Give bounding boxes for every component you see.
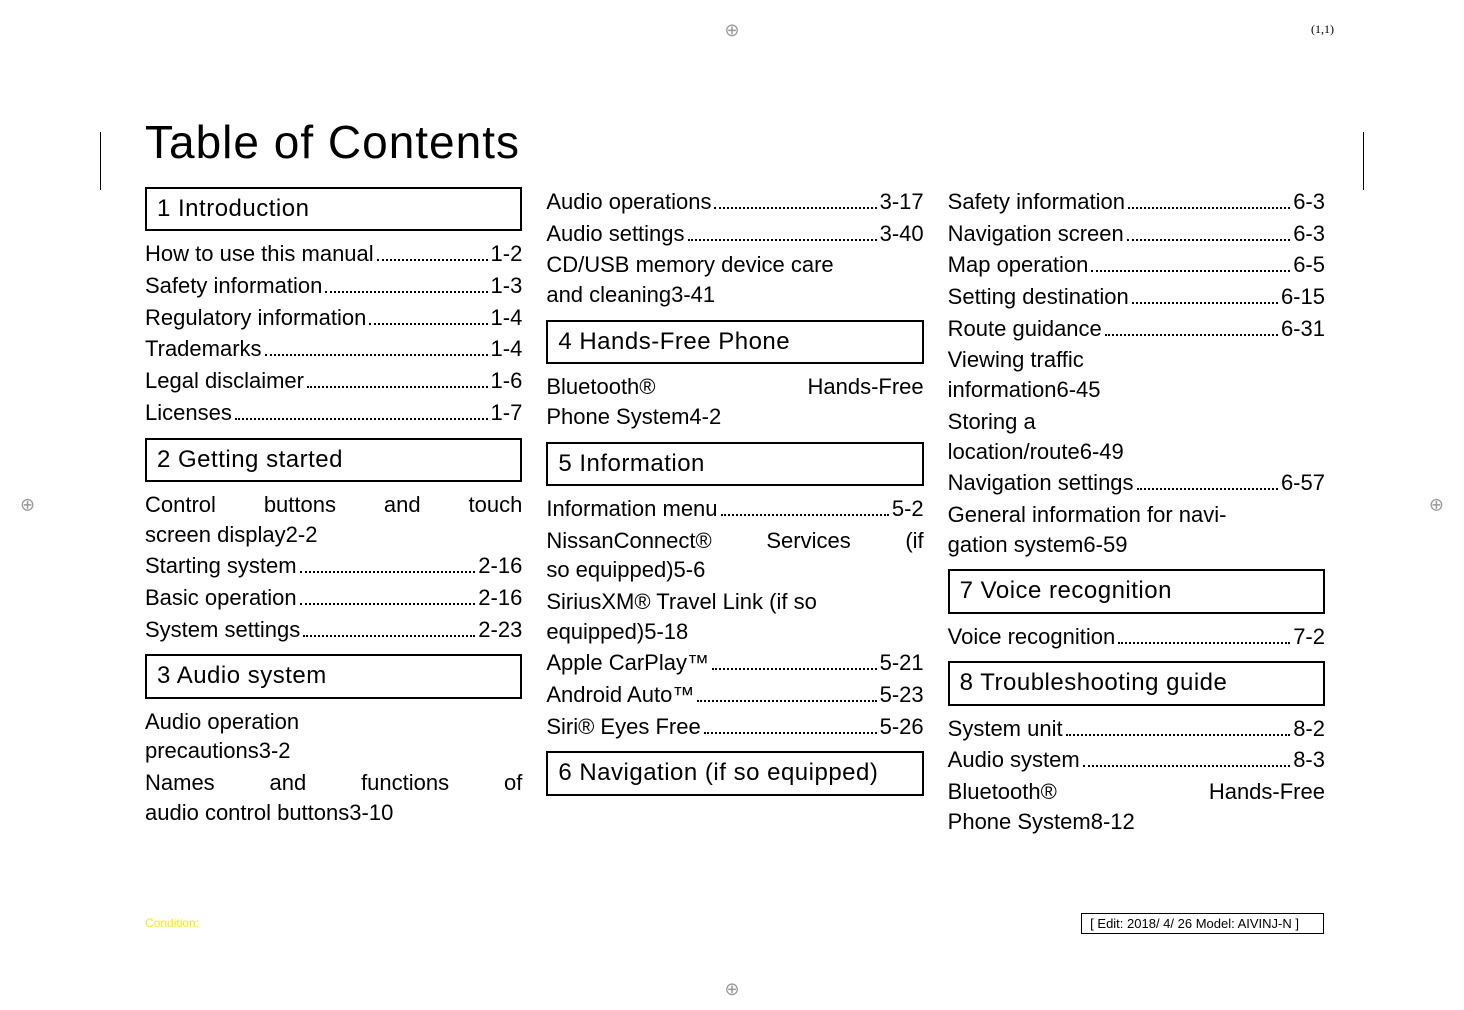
toc-entry: Storing a location/route6-49 (948, 407, 1325, 466)
toc-entry: Safety information6-3 (948, 187, 1325, 217)
condition-label: Condition: (145, 916, 199, 930)
toc-entry: Trademarks1-4 (145, 334, 522, 364)
toc-entry: Audio operation precautions3-2 (145, 707, 522, 766)
toc-entry: Safety information1-3 (145, 271, 522, 301)
toc-entry: Setting destination6-15 (948, 282, 1325, 312)
toc-entry: Navigation settings6-57 (948, 468, 1325, 498)
section-5-head: 5 Information (546, 442, 923, 486)
content-area: Table of Contents 1 Introduction How to … (145, 115, 1325, 838)
page-title: Table of Contents (145, 115, 1325, 169)
toc-entry: Basic operation2-16 (145, 583, 522, 613)
section-4-head: 4 Hands-Free Phone (546, 320, 923, 364)
registration-right: ⊕ (1429, 495, 1444, 516)
toc-entry: System settings2-23 (145, 615, 522, 645)
toc-entry: Bluetooth® Hands-Free Phone System4-2 (546, 372, 923, 431)
toc-entry: Route guidance6-31 (948, 314, 1325, 344)
section-1-head: 1 Introduction (145, 187, 522, 231)
trim-line-left (100, 132, 101, 190)
trim-line-right (1363, 132, 1364, 190)
section-3-head: 3 Audio system (145, 654, 522, 698)
toc-entry: Navigation screen6-3 (948, 219, 1325, 249)
toc-entry: Bluetooth® Hands-Free Phone System8-12 (948, 777, 1325, 836)
toc-entry: Apple CarPlay™5-21 (546, 648, 923, 678)
toc-entry: NissanConnect® Services (if so equipped)… (546, 526, 923, 585)
toc-entry: Control buttons and touch screen display… (145, 490, 522, 549)
toc-entry: Viewing traffic information6-45 (948, 345, 1325, 404)
toc-entry: Starting system2-16 (145, 551, 522, 581)
toc-entry: System unit8-2 (948, 714, 1325, 744)
registration-left: ⊕ (20, 495, 35, 516)
toc-entry: CD/USB memory device care and cleaning3-… (546, 250, 923, 309)
toc-entry: Legal disclaimer1-6 (145, 366, 522, 396)
toc-entry: Siri® Eyes Free5-26 (546, 712, 923, 742)
toc-entry: Regulatory information1-4 (145, 303, 522, 333)
toc-entry: Audio system8-3 (948, 745, 1325, 775)
toc-entry: Voice recognition7-2 (948, 622, 1325, 652)
page-marker: (1,1) (1311, 22, 1334, 37)
toc-columns: 1 Introduction How to use this manual1-2… (145, 187, 1325, 838)
toc-entry: SiriusXM® Travel Link (if so equipped)5-… (546, 587, 923, 646)
section-8-head: 8 Troubleshooting guide (948, 661, 1325, 705)
toc-entry: Audio settings3-40 (546, 219, 923, 249)
column-1: 1 Introduction How to use this manual1-2… (145, 187, 522, 838)
toc-entry: How to use this manual1-2 (145, 239, 522, 269)
column-2: Audio operations3-17 Audio settings3-40 … (546, 187, 923, 838)
toc-entry: Information menu5-2 (546, 494, 923, 524)
section-2-head: 2 Getting started (145, 438, 522, 482)
toc-entry: Audio operations3-17 (546, 187, 923, 217)
section-7-head: 7 Voice recognition (948, 569, 1325, 613)
toc-entry: Licenses1-7 (145, 398, 522, 428)
toc-entry: Android Auto™5-23 (546, 680, 923, 710)
toc-entry: Names and functions of audio control but… (145, 768, 522, 827)
edit-info: [ Edit: 2018/ 4/ 26 Model: AIVINJ-N ] (1081, 913, 1324, 934)
column-3: Safety information6-3 Navigation screen6… (948, 187, 1325, 838)
section-6-head: 6 Navigation (if so equipped) (546, 751, 923, 795)
crop-mark-bottom: ⊕ (724, 979, 739, 1000)
crop-mark-top: ⊕ (724, 20, 739, 41)
toc-entry: Map operation6-5 (948, 250, 1325, 280)
toc-entry: General information for navi- gation sys… (948, 500, 1325, 559)
